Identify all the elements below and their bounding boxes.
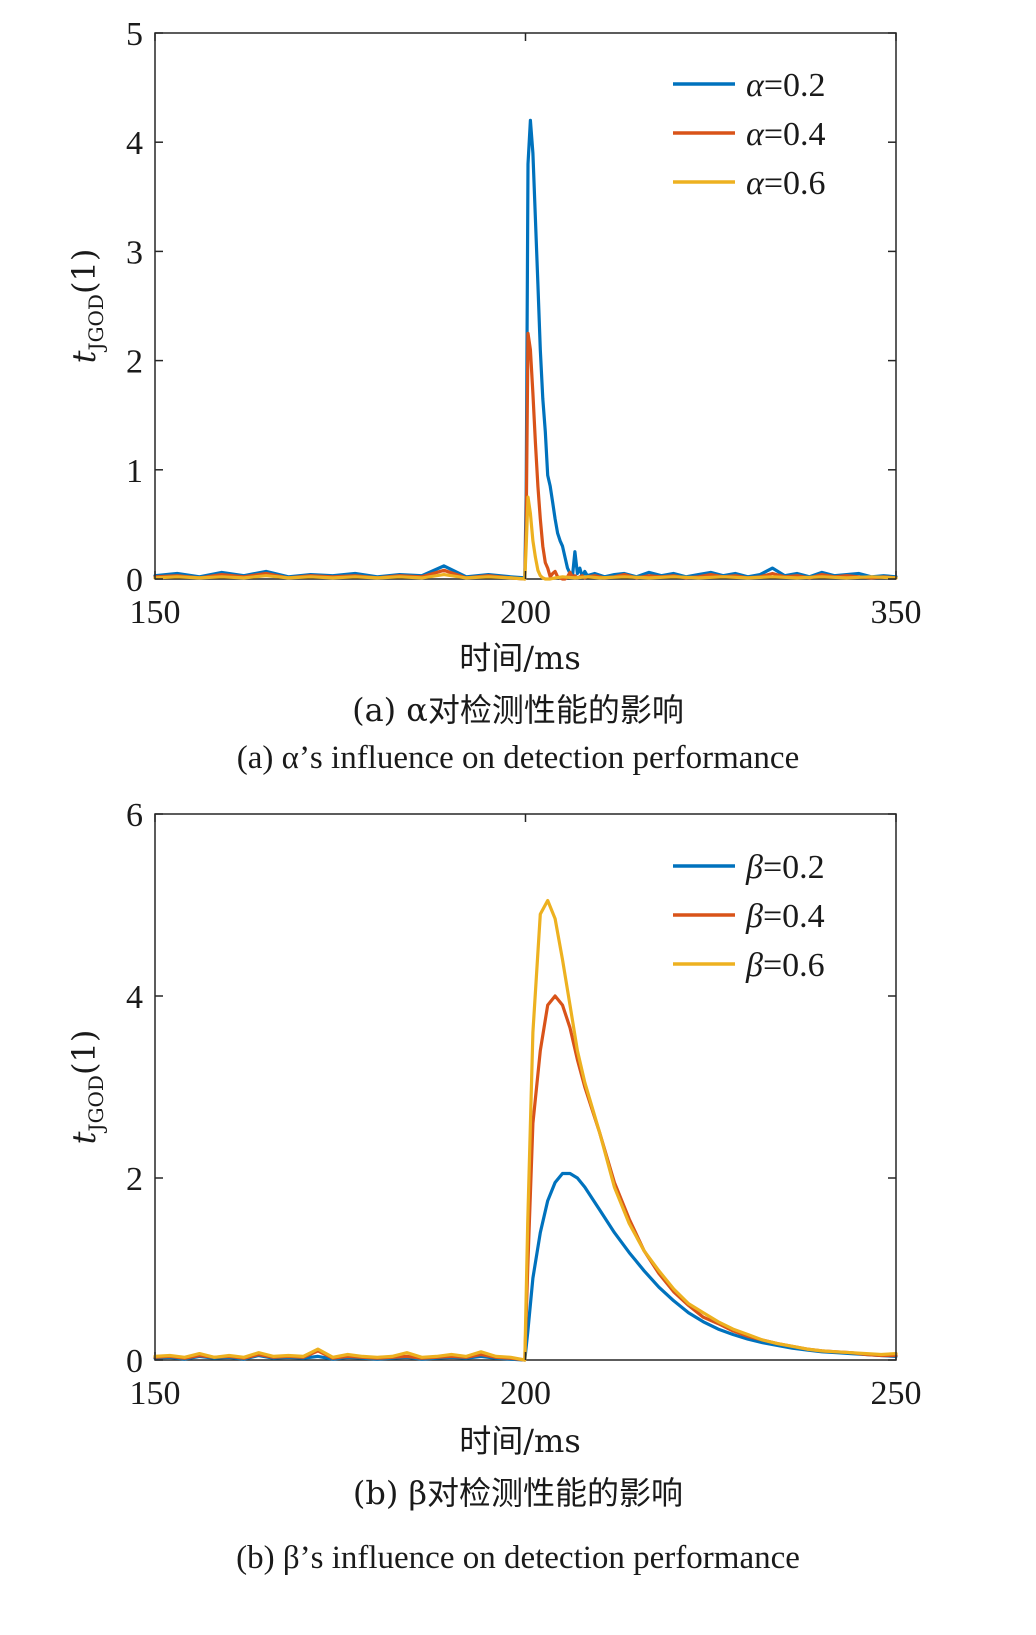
chart-panel-b: 0 2 4 6 150 200 250 tJGOD(1) 时间/ms β=0.2 β=0.4… (65, 797, 922, 1576)
caption-cn-b: (b) β对检测性能的影响 (353, 1474, 683, 1512)
y-axis-label-a: tJGOD(1) (65, 249, 108, 364)
legend-label-b-1: β=0.2 (745, 849, 825, 886)
legend-label-a-2: α=0.4 (746, 116, 826, 153)
y-tick-label-a-2: 2 (126, 344, 143, 381)
x-tick-label-a-0: 150 (130, 594, 181, 631)
x-tick-label-b-2: 250 (871, 1375, 922, 1412)
y-tick-label-b-1: 2 (126, 1161, 143, 1198)
x-tick-label-a-2: 350 (871, 594, 922, 631)
y-tick-label-b-2: 4 (126, 979, 143, 1016)
x-tick-label-b-1: 200 (500, 1375, 551, 1412)
legend-label-b-2: β=0.4 (745, 898, 825, 935)
y-tick-label-a-4: 4 (126, 125, 143, 162)
y-tick-label-b-0: 0 (126, 1343, 143, 1380)
axes-group-a: 0 1 2 3 4 5 150 200 350 (126, 16, 922, 631)
x-axis-label-b: 时间/ms (459, 1422, 581, 1460)
chart-panel-a: 0 1 2 3 4 5 150 200 350 tJGOD(1) 时间/ms α=0.2 α=0… (65, 16, 922, 776)
series-line-b-3 (153, 898, 898, 1362)
legend-label-b-3: β=0.6 (745, 947, 825, 984)
legend-b: β=0.2 β=0.4 β=0.6 (673, 849, 825, 984)
caption-cn-a: (a) α对检测性能的影响 (352, 691, 684, 729)
caption-en-b: (b) β’s influence on detection performan… (236, 1540, 800, 1576)
legend-label-a-1: α=0.2 (746, 67, 826, 104)
axes-group-b: 0 2 4 6 150 200 250 (126, 797, 922, 1412)
legend-a: α=0.2 α=0.4 α=0.6 (673, 67, 826, 202)
x-tick-label-a-1: 200 (500, 594, 551, 631)
y-axis-label-b: tJGOD(1) (65, 1030, 108, 1145)
y-tick-label-b-3: 6 (126, 797, 143, 834)
y-tick-label-a-3: 3 (126, 234, 143, 271)
series-line-a-3 (153, 495, 898, 581)
series-group-b (153, 898, 898, 1362)
series-group-a (153, 118, 898, 581)
y-tick-label-a-5: 5 (126, 16, 143, 53)
legend-label-a-3: α=0.6 (746, 165, 826, 202)
y-tick-label-a-0: 0 (126, 562, 143, 599)
x-tick-label-b-0: 150 (130, 1375, 181, 1412)
x-axis-label-a: 时间/ms (459, 639, 581, 677)
y-tick-label-a-1: 1 (126, 453, 143, 490)
caption-en-a: (a) α’s influence on detection performan… (237, 740, 799, 776)
